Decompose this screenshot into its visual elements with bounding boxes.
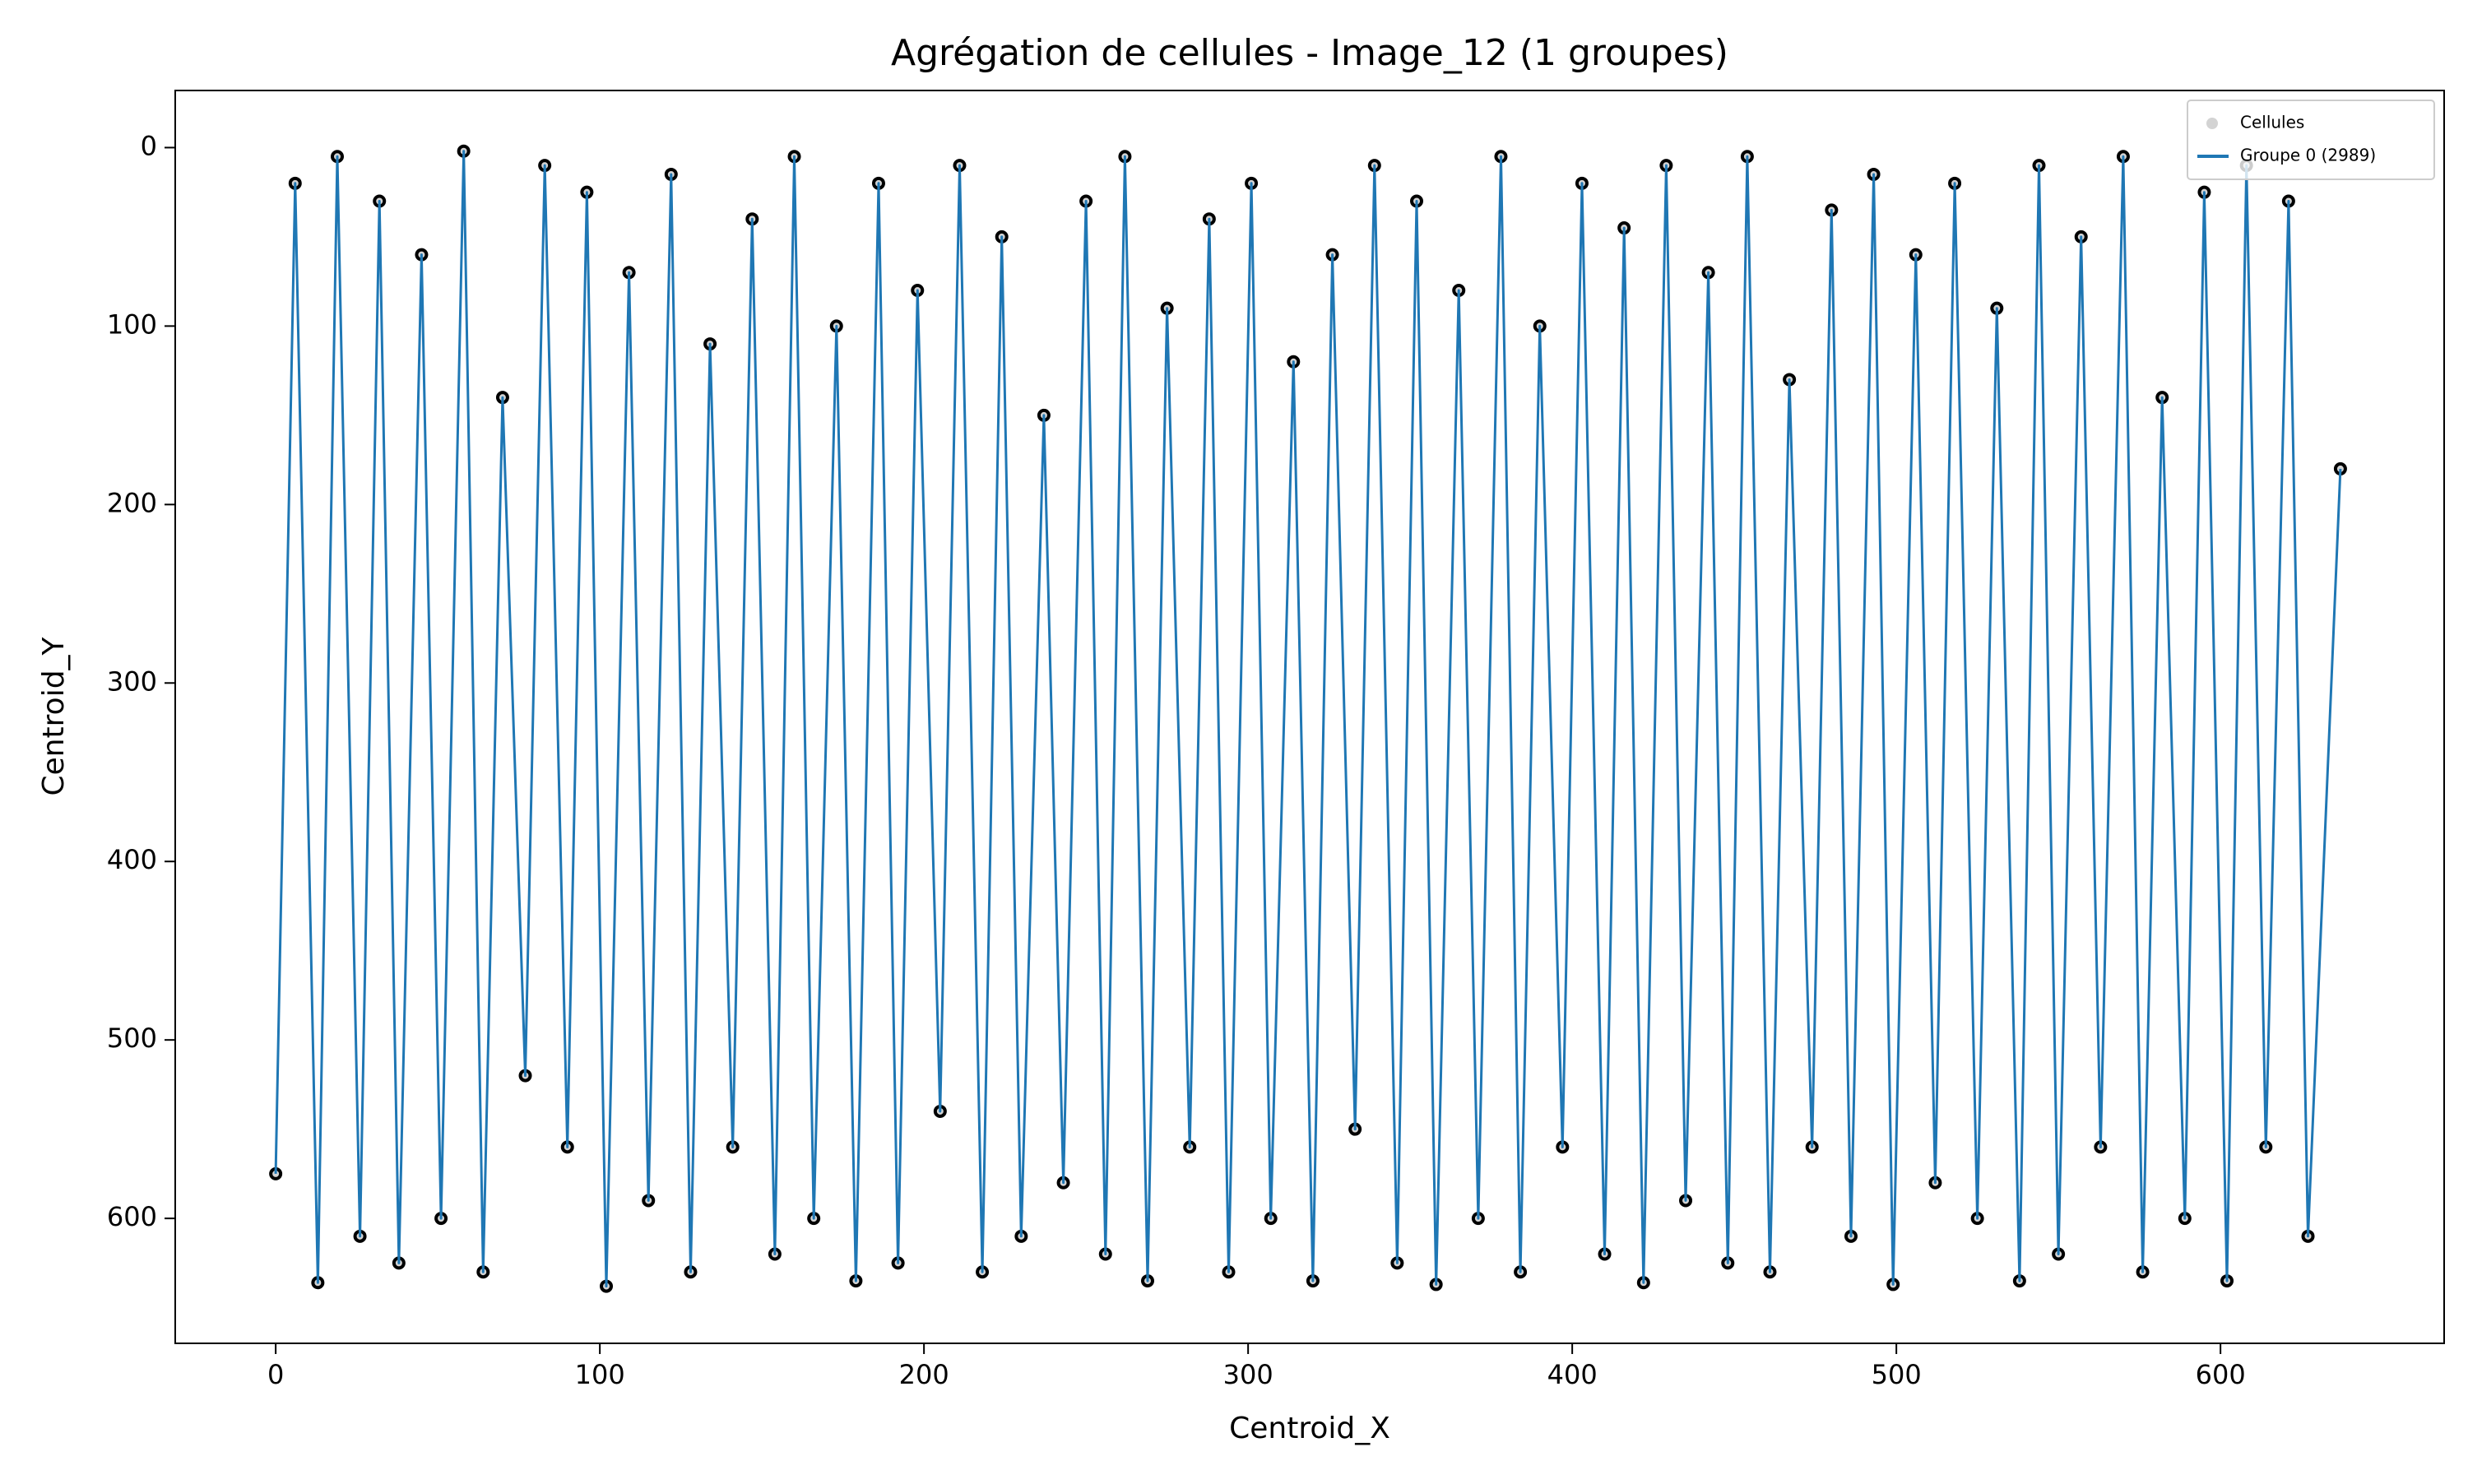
y-axis-label: Centroid_Y — [37, 636, 71, 795]
y-tick-label: 400 — [107, 844, 157, 875]
plot-frame — [174, 90, 2445, 1344]
x-tick-label: 300 — [1223, 1359, 1273, 1390]
legend-box — [2187, 100, 2435, 180]
x-tick-label: 500 — [1872, 1359, 1922, 1390]
y-tick-label: 500 — [107, 1023, 157, 1054]
legend-label: Cellules — [2240, 113, 2304, 132]
legend-label: Groupe 0 (2989) — [2240, 146, 2376, 165]
x-tick-label: 100 — [575, 1359, 625, 1390]
x-tick-label: 200 — [899, 1359, 949, 1390]
legend-marker — [2206, 118, 2218, 129]
y-tick-label: 100 — [107, 308, 157, 340]
y-tick-label: 200 — [107, 487, 157, 518]
x-tick-label: 0 — [267, 1359, 284, 1390]
y-tick-label: 300 — [107, 665, 157, 697]
group-line — [274, 150, 2342, 1288]
y-tick-label: 600 — [107, 1201, 157, 1232]
chart-title: Agrégation de cellules - Image_12 (1 gro… — [891, 32, 1728, 74]
x-tick-label: 400 — [1547, 1359, 1598, 1390]
x-tick-label: 600 — [2196, 1359, 2246, 1390]
x-axis-label: Centroid_X — [1229, 1412, 1390, 1445]
y-tick-label: 0 — [141, 130, 157, 161]
